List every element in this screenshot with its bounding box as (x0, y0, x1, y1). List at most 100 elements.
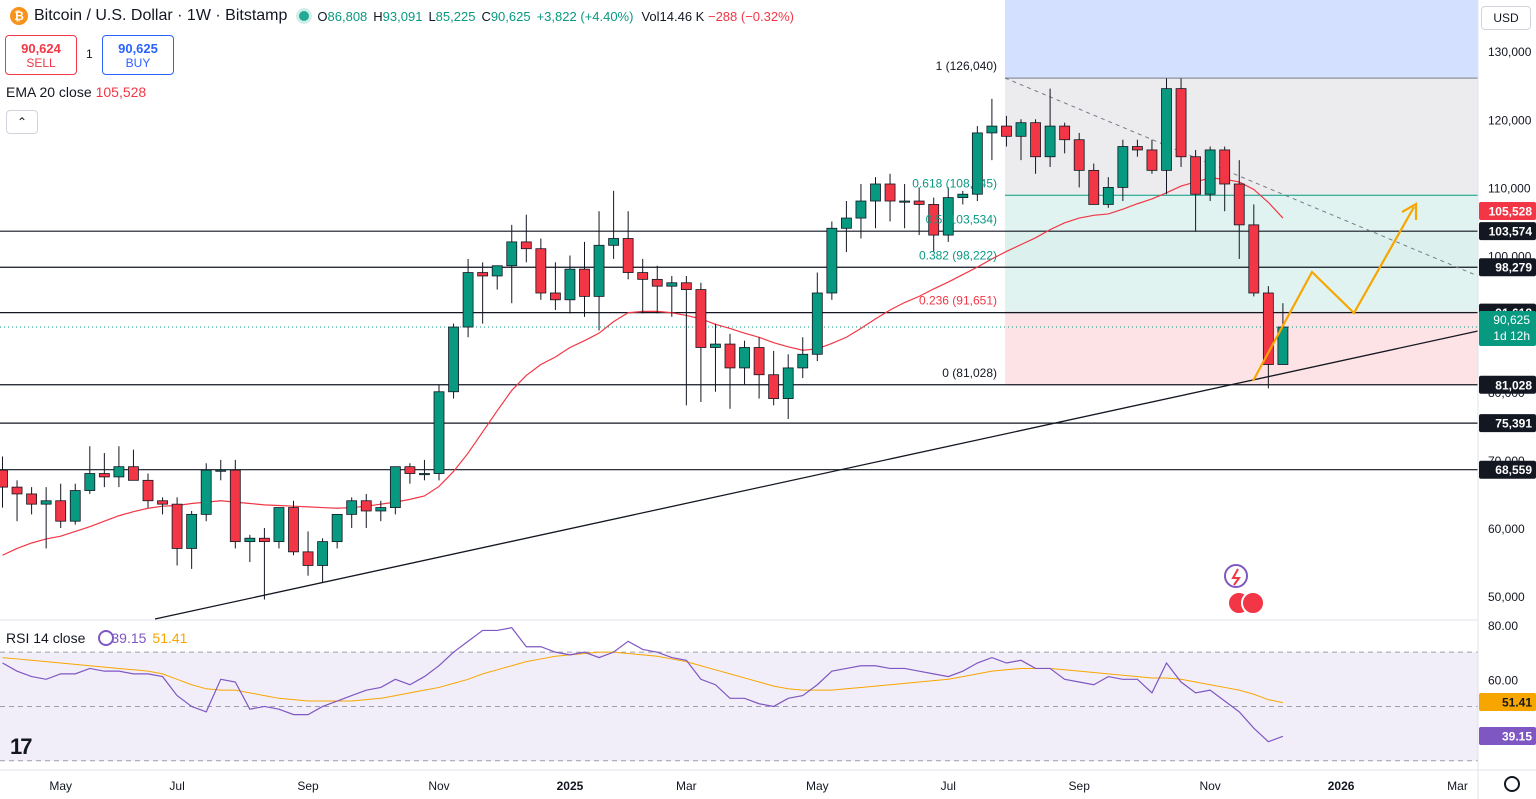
candle-body (157, 500, 168, 505)
level-price-tag-bg (1479, 258, 1536, 277)
candle (622, 211, 634, 280)
candle-body (375, 507, 387, 512)
candle (768, 350, 780, 406)
ohlc-close: C90,625 (481, 8, 531, 24)
last-price-tag: 90,625 1d 12h (1479, 311, 1536, 346)
candle-body (1088, 169, 1100, 205)
level-price-tag-bg (1479, 460, 1536, 479)
candle (724, 333, 736, 409)
collapse-legend-button[interactable]: ⌃ (6, 110, 38, 134)
level-price-tag: 68,559 (1479, 460, 1536, 479)
time-axis-tick: Jul (169, 779, 184, 793)
rsi-tag-text: 39.15 (1502, 730, 1532, 744)
candle-body (768, 374, 780, 399)
fib-zone (1005, 312, 1478, 385)
countdown-text: 1d 12h (1493, 329, 1530, 343)
candle-body (1248, 224, 1260, 294)
candle-body (811, 292, 823, 355)
candle-body (55, 500, 67, 522)
candle-body (142, 479, 154, 502)
order-quantity[interactable]: 1 (86, 47, 93, 61)
candle-body (535, 248, 547, 294)
level-price-tag-bg (1479, 375, 1536, 394)
rsi-ma-tag-bg (1479, 693, 1536, 711)
candle (389, 466, 401, 515)
candle (375, 500, 387, 522)
candle (608, 190, 619, 259)
last-price-tag-text: 90,625 (1493, 313, 1530, 327)
candle-body (637, 272, 649, 280)
rsi-legend[interactable]: RSI 14 close 39.15 51.41 (6, 630, 188, 646)
candle (113, 446, 125, 488)
settings-gear-icon[interactable] (1504, 776, 1520, 792)
candle (448, 323, 459, 399)
candle (1233, 160, 1245, 259)
candle-body (11, 486, 23, 495)
fib-zone-top (1005, 0, 1478, 79)
candle-body (200, 469, 212, 515)
level-price-tag: 103,574 (1479, 222, 1536, 241)
candle (186, 510, 198, 569)
candle (1059, 122, 1071, 154)
candle-body (942, 197, 954, 236)
candle (1146, 139, 1158, 174)
candle (695, 282, 707, 402)
candle-body (331, 513, 343, 543)
candle (913, 187, 925, 236)
rsi-settings-icon[interactable] (98, 630, 114, 646)
symbol-title[interactable]: Bitcoin / U.S. Dollar · 1W · Bitstamp (34, 7, 288, 24)
candle (84, 446, 96, 494)
fib-label: 1 (126,040) (936, 59, 997, 73)
candle (200, 463, 212, 522)
candle (40, 487, 52, 549)
time-axis-tick: Nov (1199, 779, 1220, 793)
time-axis-tick: 2025 (557, 779, 584, 793)
candle (710, 323, 721, 392)
candle (98, 453, 110, 488)
candle-body (841, 217, 852, 229)
candle (680, 275, 692, 406)
candle-body (971, 132, 983, 195)
fib-zone (1005, 231, 1478, 268)
ema-legend[interactable]: EMA 20 close 105,528 (6, 84, 147, 100)
level-price-tag-text: 68,559 (1495, 463, 1532, 477)
currency-selector[interactable]: USD (1481, 6, 1531, 30)
ema-price-tag-text: 105,528 (1489, 205, 1533, 219)
buy-button[interactable]: 90,625 BUY (102, 35, 174, 75)
market-status-icon[interactable] (299, 11, 310, 21)
last-price-tag-bg (1479, 311, 1536, 346)
candle-body (710, 343, 721, 348)
candle-body (899, 200, 910, 203)
candle-body (1190, 156, 1201, 195)
candle (753, 337, 765, 399)
candle (317, 538, 329, 583)
candle-body (579, 268, 590, 297)
candle-body (1030, 122, 1041, 158)
candle (1102, 177, 1114, 208)
candle (550, 262, 561, 311)
candle-body (986, 125, 998, 134)
candle (69, 483, 81, 525)
candle (1117, 139, 1129, 202)
candle (1073, 132, 1085, 188)
candle-body (113, 466, 125, 478)
candle (1262, 286, 1274, 389)
candle-body (870, 183, 881, 202)
candle (841, 201, 852, 253)
candle (1001, 115, 1012, 147)
candle (404, 463, 416, 484)
candle-body (913, 200, 925, 205)
candle-body (1233, 183, 1245, 226)
candle-body (826, 227, 838, 294)
level-price-tag-text: 75,391 (1495, 417, 1532, 431)
candle-body (1204, 149, 1216, 195)
candle-body (957, 193, 969, 199)
price-axis-tick: 120,000 (1488, 113, 1532, 127)
candle (215, 459, 227, 481)
rsi-axis-tick: 60.00 (1488, 673, 1518, 687)
sell-button[interactable]: 90,624 SELL (5, 35, 77, 75)
candle-body (593, 244, 605, 297)
candle (535, 238, 547, 300)
candle-body (782, 367, 794, 399)
